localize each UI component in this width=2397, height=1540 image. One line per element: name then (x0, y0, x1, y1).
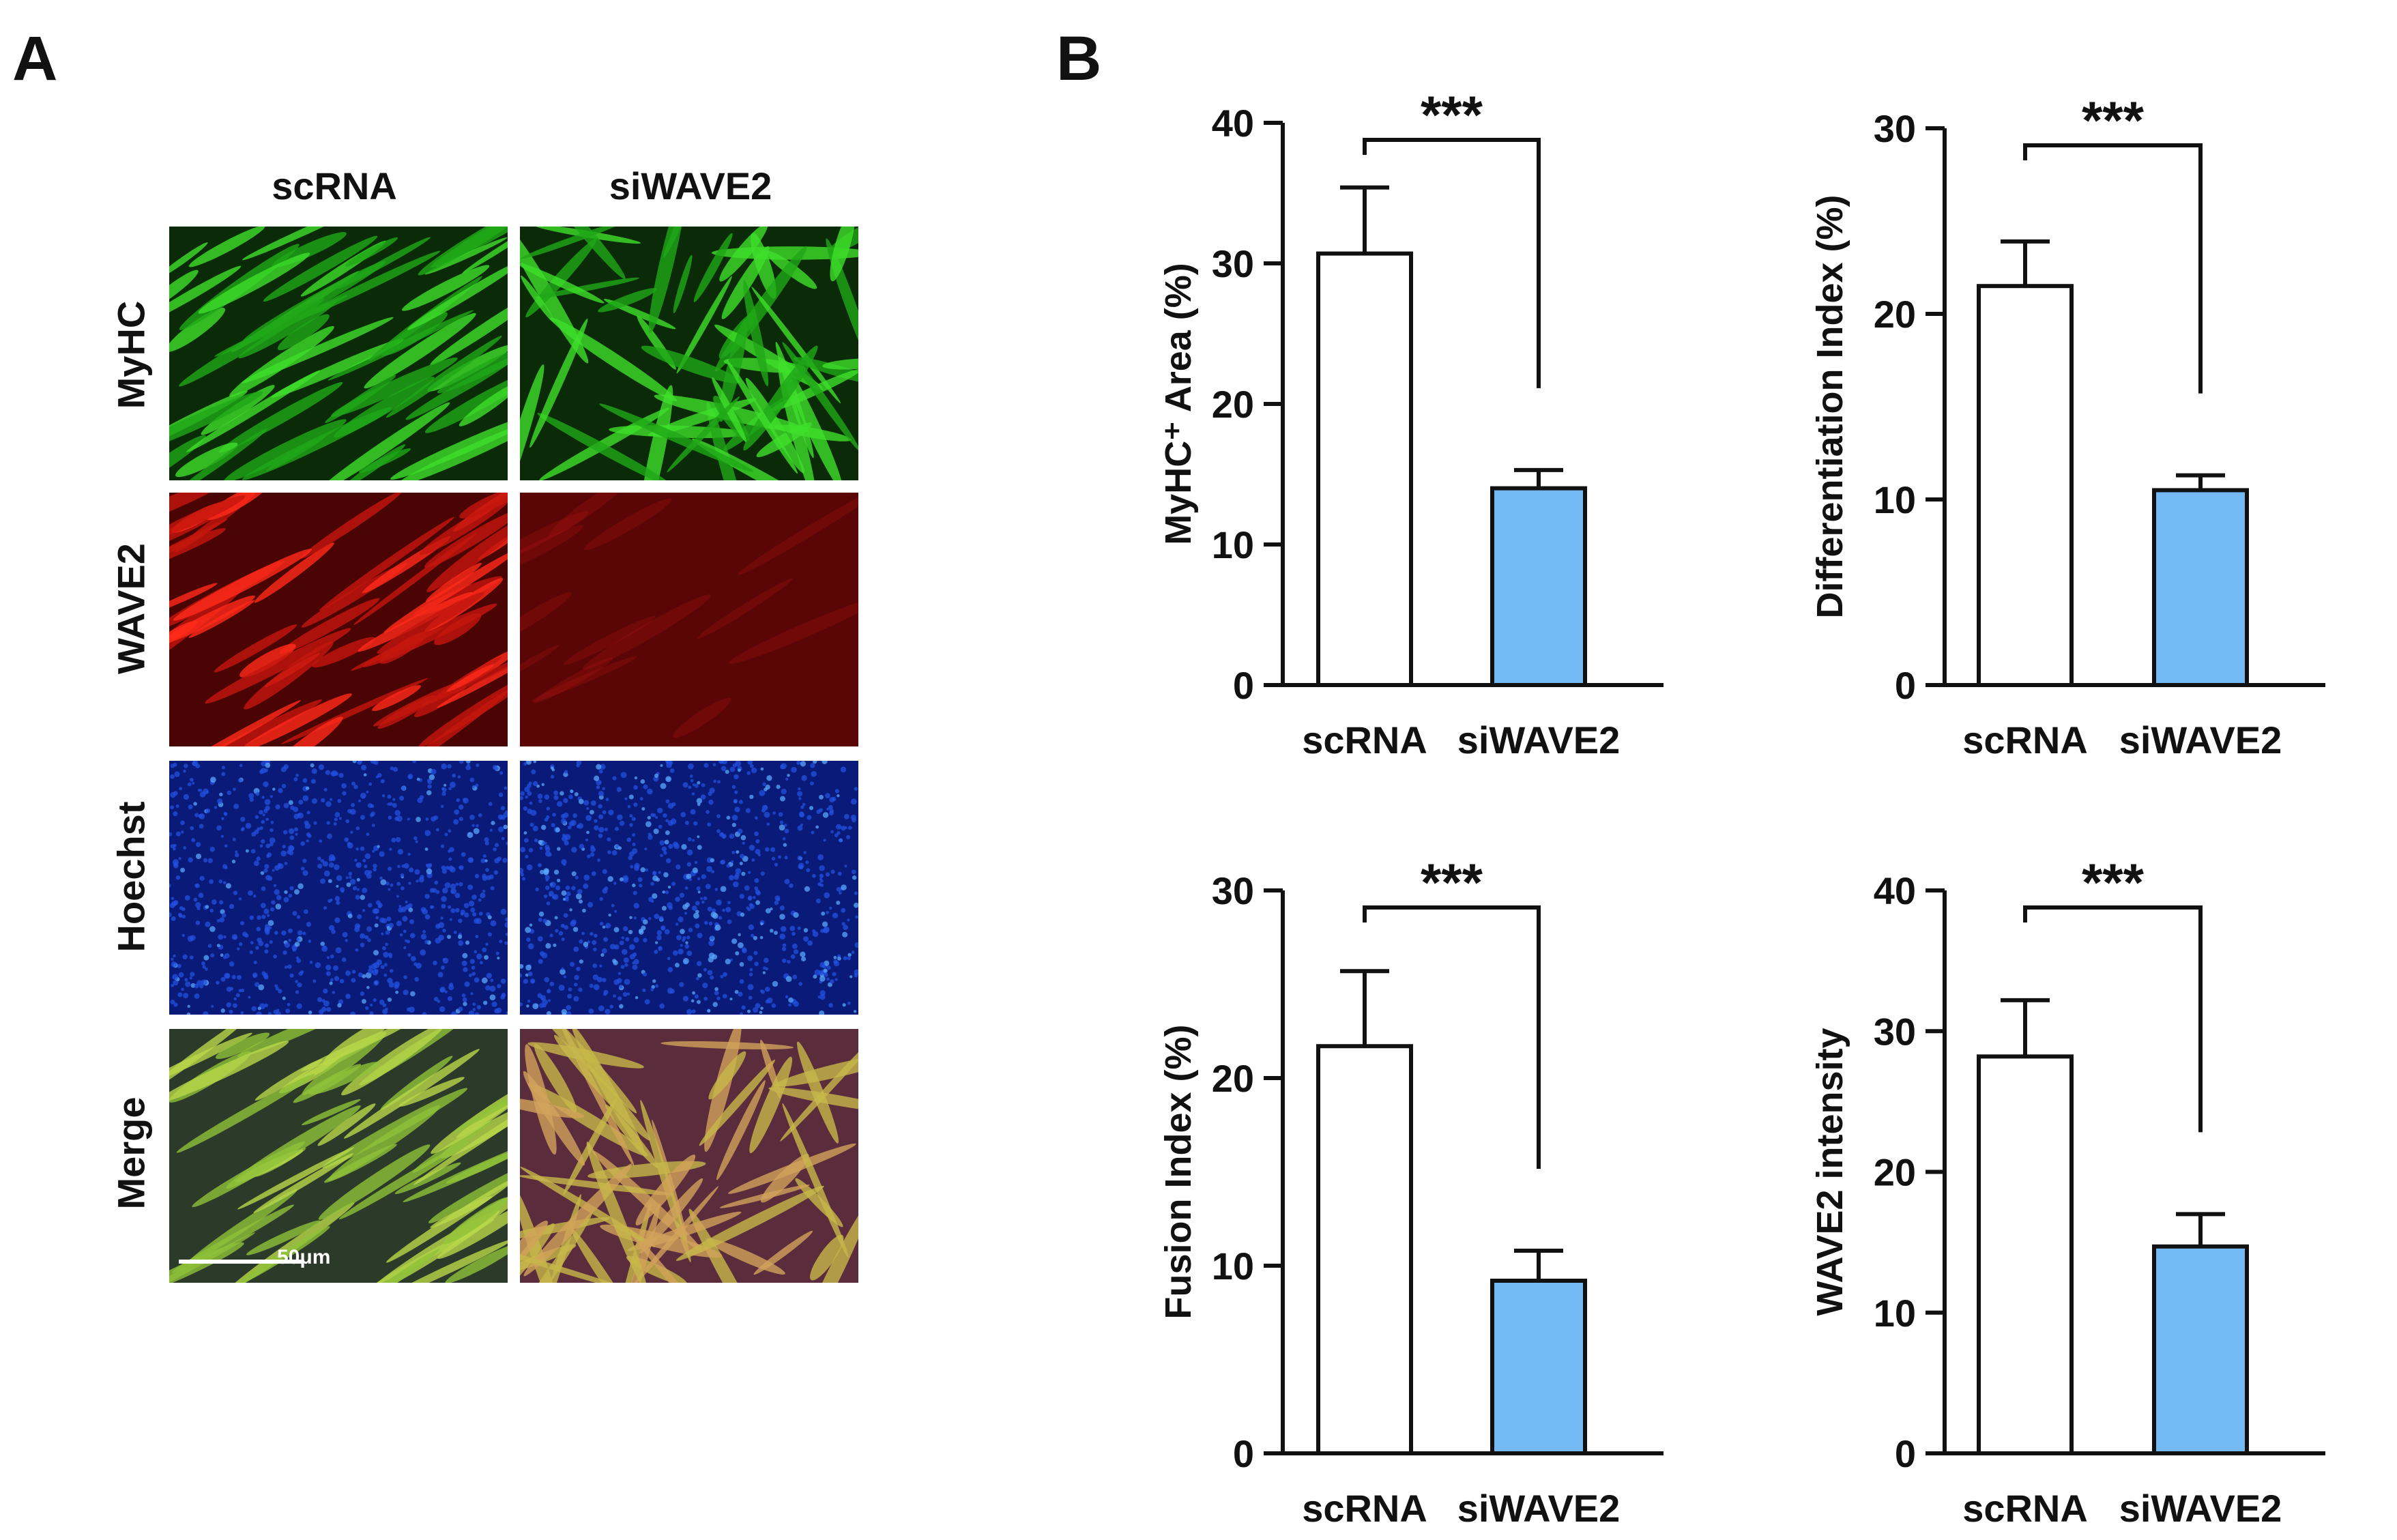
panel-a-letter: A (12, 24, 58, 93)
x-tick-label: scRNA (1302, 1487, 1427, 1530)
significance-label: *** (2082, 852, 2145, 912)
micrograph-wave2-scrna (169, 493, 508, 746)
significance-bracket (2023, 905, 2203, 1133)
y-tick-label: 0 (1233, 664, 1254, 707)
bar (1977, 284, 2074, 687)
significance-bracket (1363, 905, 1541, 1169)
x-tick-label: scRNA (1962, 718, 2088, 761)
column-header-siwave2: siWAVE2 (609, 164, 772, 207)
micrograph-wave2-siwave2 (520, 493, 858, 746)
y-tick-label: 40 (1874, 869, 1916, 912)
micrograph-hoechst-siwave2 (520, 761, 858, 1015)
y-tick-label: 40 (1212, 102, 1254, 145)
y-tick-label: 10 (1874, 1292, 1916, 1335)
micrograph-hoechst-scrna (169, 761, 508, 1015)
scale-bar-label: 50μm (277, 1246, 331, 1268)
bar (1316, 251, 1413, 687)
micrograph-myhc-scrna (169, 227, 508, 480)
panel-b-letter: B (1056, 24, 1102, 93)
significance-bracket (2023, 143, 2203, 394)
y-tick-label: 20 (1874, 293, 1916, 336)
x-tick-label: scRNA (1302, 718, 1427, 761)
y-tick-label: 30 (1874, 107, 1916, 150)
y-axis-label: Fusion Index (%) (1158, 1025, 1199, 1320)
y-axis-label: WAVE2 intensity (1810, 1028, 1850, 1316)
significance-label: *** (1421, 852, 1483, 912)
micrograph-merge-scrna: 50μm (169, 1029, 508, 1283)
micrograph-myhc-siwave2 (520, 227, 858, 480)
micrograph-merge-siwave2 (520, 1029, 858, 1283)
y-tick-label: 0 (1895, 1432, 1916, 1475)
bar (1490, 1279, 1587, 1455)
x-tick-label: siWAVE2 (2119, 718, 2282, 761)
y-tick-label: 20 (1212, 383, 1254, 426)
x-tick-label: scRNA (1962, 1487, 2088, 1530)
column-header-scrna: scRNA (272, 164, 397, 207)
scale-bar (179, 1260, 302, 1264)
y-tick-label: 30 (1212, 242, 1254, 285)
y-tick-label: 30 (1212, 869, 1254, 912)
x-tick-label: siWAVE2 (1457, 718, 1621, 761)
bar (2152, 488, 2249, 688)
y-axis-label: Differentiation Index (%) (1810, 194, 1850, 618)
x-tick-label: siWAVE2 (2119, 1487, 2282, 1530)
significance-label: *** (2082, 90, 2145, 150)
y-tick-label: 0 (1233, 1432, 1254, 1475)
bar (1490, 486, 1587, 687)
bar (1977, 1054, 2074, 1455)
bar (1316, 1044, 1413, 1455)
y-tick-label: 30 (1874, 1010, 1916, 1053)
bar (2152, 1244, 2249, 1455)
y-tick-label: 10 (1212, 1245, 1254, 1288)
y-tick-label: 20 (1212, 1057, 1254, 1100)
y-tick-label: 20 (1874, 1151, 1916, 1194)
y-axis-label: MyHC⁺ Area (%) (1158, 263, 1199, 545)
y-tick-label: 0 (1895, 664, 1916, 707)
y-tick-label: 10 (1212, 523, 1254, 566)
y-tick-label: 10 (1874, 478, 1916, 521)
significance-bracket (1363, 138, 1541, 388)
significance-label: *** (1421, 85, 1483, 145)
x-tick-label: siWAVE2 (1457, 1487, 1621, 1530)
